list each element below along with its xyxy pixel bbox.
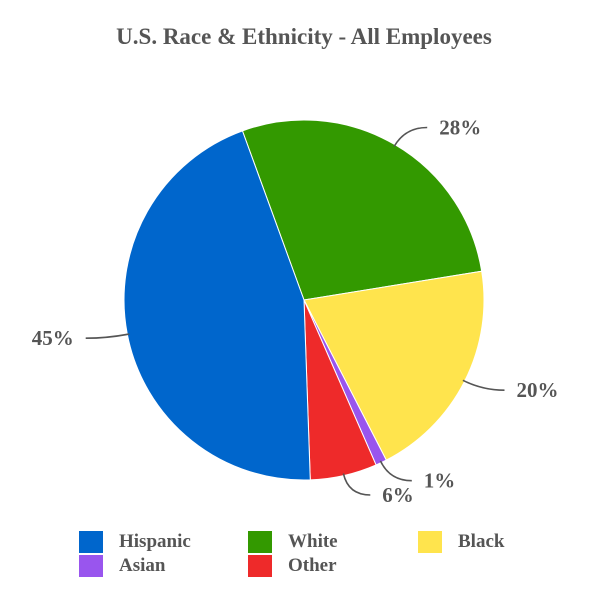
leader-line-asian xyxy=(379,460,412,482)
leader-line-black xyxy=(462,379,505,391)
leader-line-other xyxy=(342,473,371,496)
leader-line-white xyxy=(393,126,428,147)
slice-labels: 28% 20% 1% 6% 45% xyxy=(32,116,559,508)
slice-label-white: 28% xyxy=(439,116,481,140)
leader-line-hispanic xyxy=(85,333,130,339)
pie-slices xyxy=(123,119,485,481)
slice-label-hispanic: 45% xyxy=(32,326,74,350)
leader-lines xyxy=(85,126,505,496)
slice-label-other: 6% xyxy=(382,483,414,507)
chart-title: U.S. Race & Ethnicity - All Employees xyxy=(116,24,492,49)
slice-label-asian: 1% xyxy=(424,469,456,493)
slice-label-black: 20% xyxy=(517,378,559,402)
